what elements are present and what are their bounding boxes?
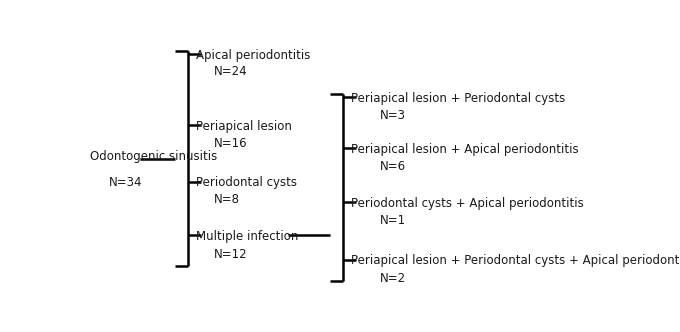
- Text: N=8: N=8: [214, 193, 240, 206]
- Text: Multiple infection: Multiple infection: [196, 230, 298, 243]
- Text: Periapical lesion: Periapical lesion: [196, 120, 292, 133]
- Text: Periapical lesion + Apical periodontitis: Periapical lesion + Apical periodontitis: [351, 143, 579, 156]
- Text: Periodontal cysts: Periodontal cysts: [196, 177, 296, 190]
- Text: Periapical lesion + Periodontal cysts: Periapical lesion + Periodontal cysts: [351, 92, 565, 105]
- Text: N=3: N=3: [380, 109, 406, 122]
- Text: N=2: N=2: [380, 272, 406, 285]
- Text: N=34: N=34: [109, 177, 142, 190]
- Text: N=12: N=12: [214, 248, 248, 261]
- Text: N=24: N=24: [214, 65, 248, 78]
- Text: Apical periodontitis: Apical periodontitis: [196, 49, 310, 62]
- Text: Odontogenic sinusitis: Odontogenic sinusitis: [90, 150, 218, 163]
- Text: Periodontal cysts + Apical periodontitis: Periodontal cysts + Apical periodontitis: [351, 197, 584, 210]
- Text: N=1: N=1: [380, 213, 406, 226]
- Text: N=16: N=16: [214, 137, 248, 150]
- Text: N=6: N=6: [380, 160, 406, 173]
- Text: Periapical lesion + Periodontal cysts + Apical periodontitis: Periapical lesion + Periodontal cysts + …: [351, 254, 680, 268]
